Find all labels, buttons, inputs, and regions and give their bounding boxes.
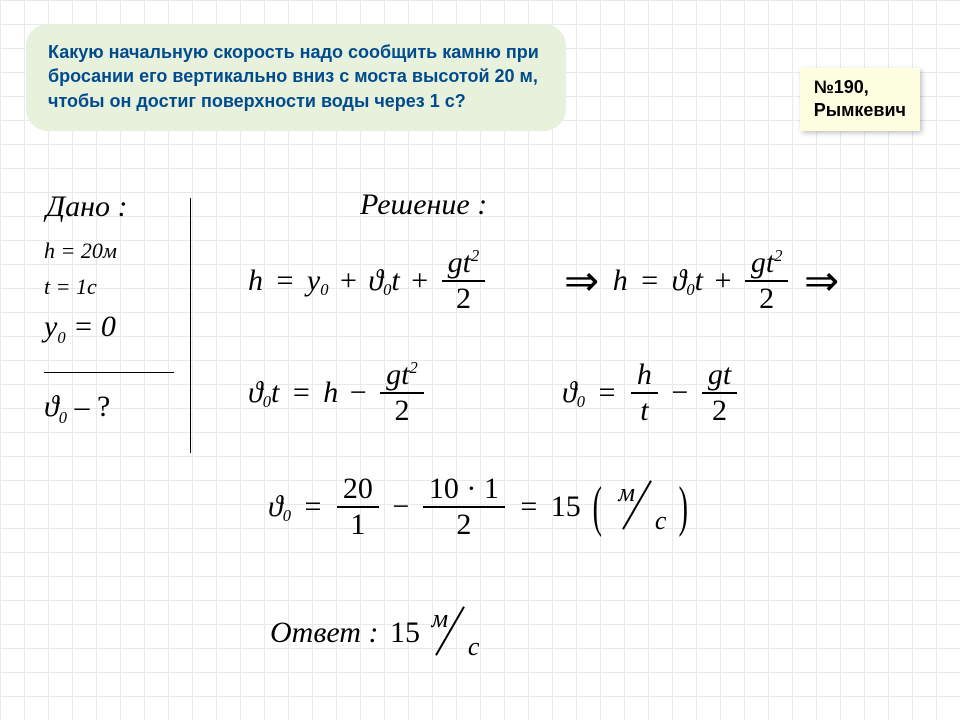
- equation-numeric: ϑ0 = 20 1 − 10 · 1 2 = 15 ( м с ): [268, 472, 693, 542]
- given-t: t = 1c: [44, 274, 117, 300]
- frac-gt2-2: gt2 2: [442, 246, 486, 316]
- source-reference: №190, Рымкевич: [800, 68, 920, 131]
- solution-label: Решение :: [360, 188, 487, 222]
- problem-text: Какую начальную скорость надо сообщить к…: [48, 42, 539, 111]
- given-column: h = 20м t = 1c y0 = 0: [44, 238, 117, 358]
- vertical-separator: [190, 198, 191, 453]
- equation-1b: ⇒ h = ϑ0t + gt2 2 ⇒: [558, 246, 845, 316]
- unit-mc: м с: [618, 482, 666, 532]
- equation-2b: ϑ0 = h t − gt 2: [562, 358, 739, 428]
- equation-2a: ϑ0t = h − gt2 2: [248, 358, 426, 428]
- source-line1: №190,: [814, 76, 906, 99]
- equation-1a: h = y0 + ϑ0t + gt2 2: [248, 246, 487, 316]
- source-line2: Рымкевич: [814, 99, 906, 122]
- given-separator: [44, 372, 174, 373]
- given-find: ϑ0 – ?: [44, 390, 110, 428]
- given-h: h = 20м: [44, 238, 117, 264]
- given-label: Дано :: [46, 190, 127, 224]
- given-y0: y0 = 0: [44, 310, 117, 348]
- answer: Ответ : 15 м с: [270, 608, 479, 658]
- problem-statement: Какую начальную скорость надо сообщить к…: [26, 24, 566, 131]
- unit-mc-ans: м с: [431, 608, 479, 658]
